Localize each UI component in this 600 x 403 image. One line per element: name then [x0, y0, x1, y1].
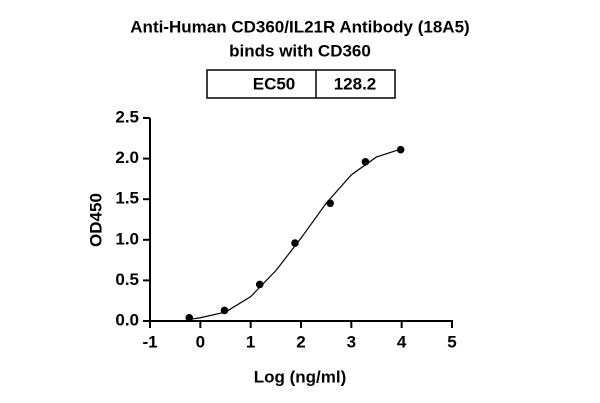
ec50-box [206, 69, 396, 99]
chart-title: Anti-Human CD360/IL21R Antibody (18A5) [130, 17, 469, 36]
data-point [185, 313, 194, 322]
ec50-label: EC50 [253, 74, 296, 93]
y-tick-label: 2.0 [115, 148, 139, 167]
fit-curve [189, 148, 402, 320]
data-point [291, 239, 299, 247]
y-tick-label: 1.0 [115, 229, 139, 248]
x-tick-label: 3 [347, 332, 356, 351]
x-tick-label: 4 [397, 332, 407, 351]
x-tick-label: -1 [142, 332, 157, 351]
y-axis-label: OD450 [86, 193, 105, 247]
y-tick-label: 1.5 [115, 189, 139, 208]
x-tick-label: 1 [246, 332, 255, 351]
data-point [255, 280, 264, 289]
x-axis-label: Log (ng/ml) [254, 367, 347, 386]
chart-subtitle: binds with CD360 [229, 41, 371, 60]
data-point [326, 199, 334, 208]
x-tick-label: 5 [447, 332, 456, 351]
x-tick-label: 0 [196, 332, 205, 351]
y-tick-label: 0.5 [115, 270, 139, 289]
ec50-value: 128.2 [334, 74, 377, 93]
x-tick-label: 2 [296, 332, 305, 351]
y-tick-label: 2.5 [115, 107, 139, 126]
y-tick-label: 0.0 [115, 310, 139, 329]
